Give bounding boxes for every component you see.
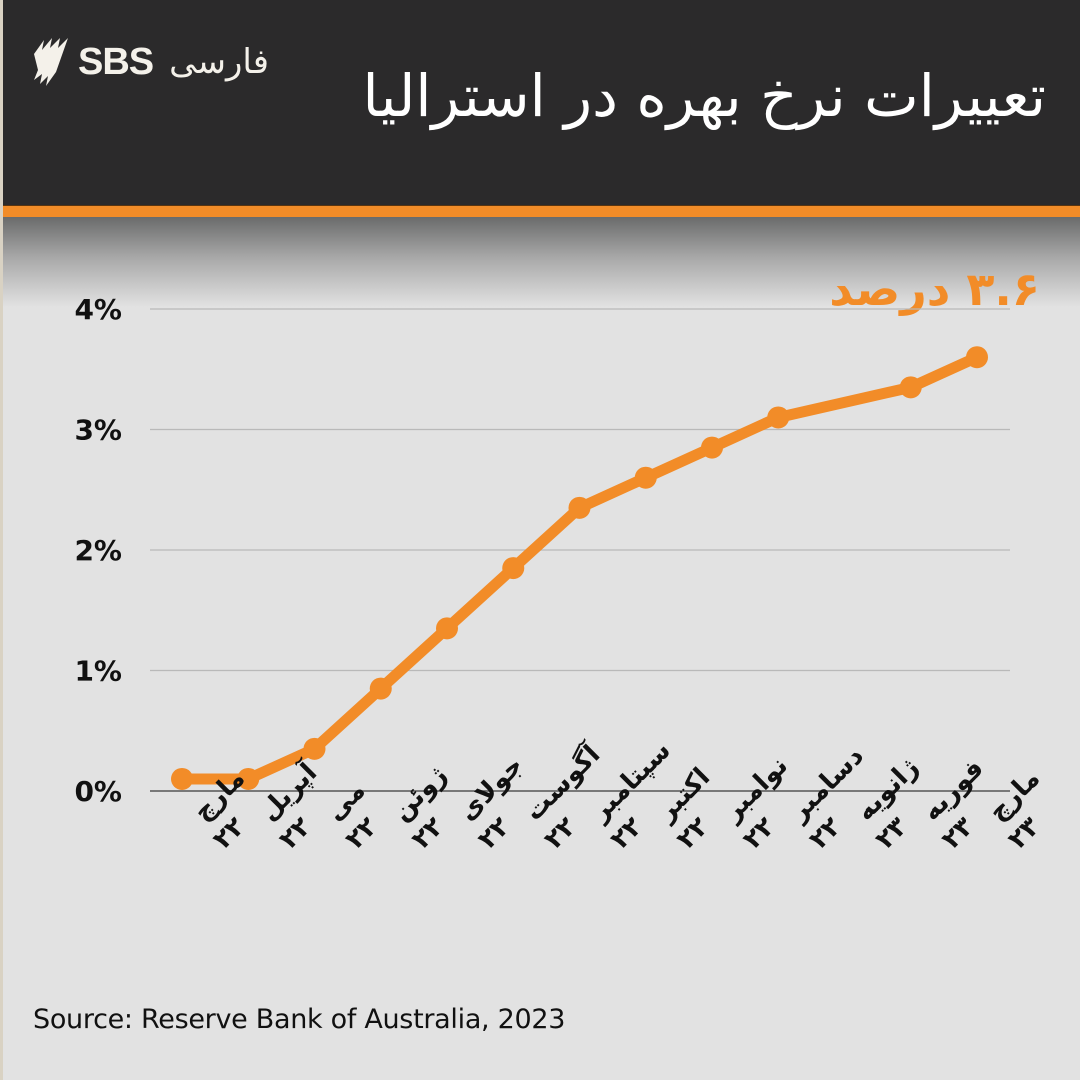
data-point-marker (767, 406, 790, 429)
gridlines (150, 308, 1010, 792)
data-point-marker (899, 376, 922, 399)
svg-text:ژوئن: ژوئن (386, 760, 453, 827)
data-point-marker (701, 436, 723, 459)
data-point-marker (568, 496, 591, 519)
accent-stripe (0, 205, 1080, 218)
data-point-marker (237, 767, 260, 790)
data-point-marker (171, 767, 193, 790)
page-title: تعییرات نرخ بهره در استرالیا (362, 62, 1046, 130)
data-point-marker (369, 677, 392, 700)
brand-language: فارسی (169, 42, 269, 82)
y-tick-label: 3% (74, 414, 122, 447)
data-point-marker (436, 617, 458, 640)
y-tick-label: 4% (74, 293, 122, 326)
brand-name: SBS (78, 40, 154, 83)
y-tick-label: 0% (74, 775, 122, 808)
data-point-marker (634, 466, 657, 489)
header-shadow-gradient (0, 217, 1080, 307)
data-point-marker (303, 737, 326, 760)
source-note: Source: Reserve Bank of Australia, 2023 (33, 1004, 566, 1035)
y-tick-label: 2% (74, 534, 122, 567)
rate-line (176, 351, 983, 785)
series-line (176, 351, 983, 785)
svg-text:مارچ: مارچ (983, 764, 1046, 827)
header-bar (0, 0, 1080, 205)
latest-value-callout: ۳.۶ درصد (829, 262, 1040, 316)
sbs-logo: SBS فارسی (32, 36, 269, 88)
y-axis-labels: 0% 1% 2% 3% 4% (74, 293, 122, 808)
data-point-marker (502, 557, 525, 580)
sbs-mercator-logo-icon (34, 38, 68, 86)
data-points (171, 346, 988, 790)
data-point-marker (966, 346, 988, 369)
y-tick-label: 1% (74, 655, 122, 688)
